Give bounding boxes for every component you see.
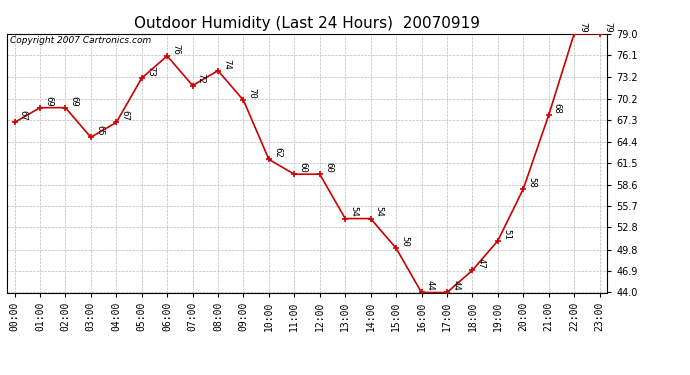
Text: 73: 73 (146, 66, 155, 77)
Text: Copyright 2007 Cartronics.com: Copyright 2007 Cartronics.com (10, 36, 151, 45)
Text: 79: 79 (578, 22, 587, 32)
Text: 68: 68 (553, 103, 562, 114)
Text: 54: 54 (349, 206, 358, 217)
Text: 70: 70 (248, 88, 257, 99)
Text: 54: 54 (375, 206, 384, 217)
Text: 51: 51 (502, 229, 511, 239)
Text: 65: 65 (95, 125, 104, 136)
Text: 47: 47 (477, 258, 486, 269)
Text: 44: 44 (426, 280, 435, 291)
Text: 76: 76 (171, 44, 180, 54)
Title: Outdoor Humidity (Last 24 Hours)  20070919: Outdoor Humidity (Last 24 Hours) 2007091… (134, 16, 480, 31)
Text: 60: 60 (324, 162, 333, 173)
Text: 50: 50 (400, 236, 409, 247)
Text: 69: 69 (70, 96, 79, 106)
Text: 79: 79 (604, 22, 613, 32)
Text: 58: 58 (527, 177, 536, 188)
Text: 69: 69 (44, 96, 53, 106)
Text: 44: 44 (451, 280, 460, 291)
Text: 62: 62 (273, 147, 282, 158)
Text: 67: 67 (19, 110, 28, 121)
Text: 60: 60 (299, 162, 308, 173)
Text: 74: 74 (222, 58, 231, 69)
Text: 72: 72 (197, 74, 206, 84)
Text: 67: 67 (121, 110, 130, 121)
